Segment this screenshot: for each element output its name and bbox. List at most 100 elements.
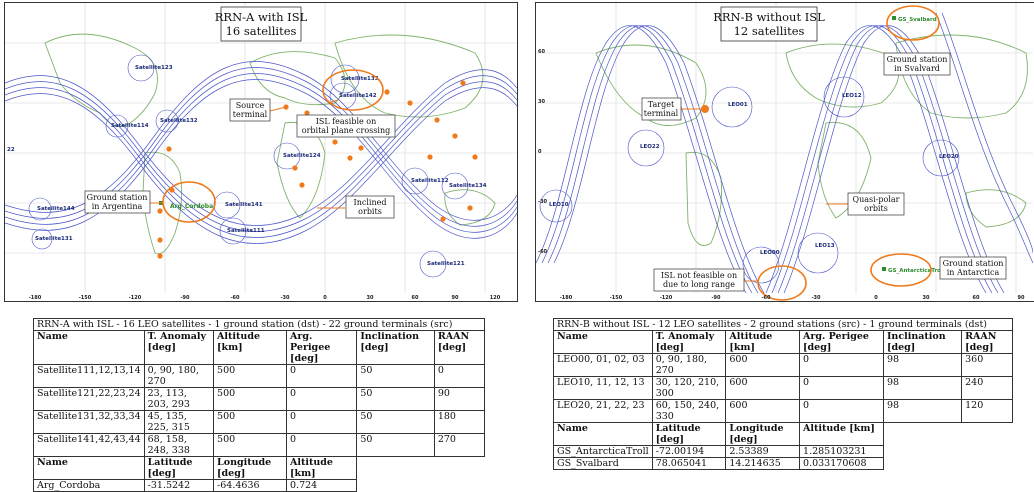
svg-text:Target: Target — [648, 100, 675, 109]
svg-text:30: 30 — [538, 99, 545, 105]
svg-text:orbital plane crossing: orbital plane crossing — [302, 126, 390, 135]
satellite-label: Satellite121 — [427, 261, 465, 267]
svg-text:-30: -30 — [280, 295, 290, 301]
svg-text:-30: -30 — [538, 199, 548, 205]
svg-text:-30: -30 — [811, 295, 821, 301]
map-panel-rrn-a: Satellite123 Satellite133 Satellite142 S… — [4, 2, 518, 302]
satellite-label: Satellite142 — [339, 93, 377, 99]
svg-text:ISL not feasible on: ISL not feasible on — [661, 271, 737, 280]
svg-text:0: 0 — [323, 295, 327, 301]
satellite-label: LEO00 — [760, 250, 780, 256]
table-row: Satellite111,12,13,14 0, 90, 180, 270 500 … — [33, 364, 486, 388]
svg-text:60: 60 — [412, 295, 419, 301]
svg-text:120: 120 — [490, 295, 501, 301]
svg-text:orbits: orbits — [864, 204, 888, 213]
svg-text:terminal: terminal — [233, 110, 268, 119]
map-canvas-a: Satellite123 Satellite133 Satellite142 S… — [5, 3, 517, 301]
satellite-label: Satellite134 — [449, 183, 487, 189]
callout-leaders-a — [150, 99, 345, 209]
satellite-label: Satellite131 — [35, 236, 73, 242]
svg-text:-90: -90 — [180, 295, 190, 301]
svg-text:0: 0 — [538, 149, 542, 155]
satellite-label: Satellite123 — [135, 65, 173, 71]
svg-text:terminal: terminal — [644, 109, 679, 118]
satellite-label: Satellite114 — [111, 123, 149, 129]
table-row: LEO00, 01, 02, 03 0, 90, 180, 270 600 0 98 3… — [553, 353, 1013, 377]
svg-text:orbits: orbits — [358, 207, 382, 216]
table-rrn-a: RRN-A with ISL - 16 LEO satellites - 1 g… — [33, 318, 486, 492]
satellite-label: Satellite133 — [341, 76, 379, 82]
svg-text:30: 30 — [923, 295, 930, 301]
coverage-circles-b — [539, 76, 960, 284]
svg-text:-150: -150 — [610, 295, 623, 301]
table-header-row: Name T. Anomaly [deg] Altitude [km] Arg.… — [33, 330, 486, 365]
satellite-label: LEO12 — [842, 93, 862, 99]
svg-text:-60: -60 — [761, 295, 771, 301]
callout-quasi-polar-orbits: Quasi-polar orbits — [847, 192, 905, 216]
svg-text:Ground station: Ground station — [887, 55, 948, 64]
map-canvas-b: LEO01 LEO12 LEO22 LEO20 LEO10 LEO00 LEO1… — [536, 3, 1033, 301]
table-row: Satellite141,42,43,44 68, 158, 248, 338 50… — [33, 433, 486, 457]
svg-text:-180: -180 — [29, 295, 42, 301]
satellite-label: LEO01 — [728, 102, 748, 108]
svg-text:-60: -60 — [538, 249, 548, 255]
callout-ground-station-argentina: Ground station in Argentina — [84, 190, 151, 214]
svg-text:-90: -90 — [711, 295, 721, 301]
svg-text:90: 90 — [452, 295, 459, 301]
svg-text:due to long range: due to long range — [663, 280, 735, 289]
highlight-ellipses-a — [162, 69, 384, 223]
svg-text:in Svalvard: in Svalvard — [894, 64, 940, 73]
svg-text:-120: -120 — [660, 295, 673, 301]
svg-text:RRN-A with ISL: RRN-A with ISL — [215, 10, 308, 24]
table-gs-header-row: Name Latitude [deg] Longitude [deg] Alti… — [553, 422, 1013, 446]
svg-text:-120: -120 — [129, 295, 142, 301]
table-gs-header-row: Name Latitude [deg] Longitude [deg] Alti… — [33, 456, 485, 480]
table-header-row: Name T. Anomaly [deg] Altitude [km] Arg.… — [553, 330, 1013, 354]
satellite-label: Satellite112 — [411, 178, 449, 184]
callout-isl-feasible: ISL feasible on orbital plane crossing — [296, 114, 396, 138]
callout-ground-station-svalbard: Ground station in Svalvard — [883, 52, 951, 76]
map-panel-rrn-b: LEO01 LEO12 LEO22 LEO20 LEO10 LEO00 LEO1… — [535, 2, 1034, 302]
panel-title-b: RRN-B without ISL 12 satellites — [713, 6, 825, 42]
callout-isl-not-feasible: ISL not feasible on due to long range — [653, 268, 745, 292]
satellite-label: LEO13 — [815, 243, 835, 249]
table-row: GS_Svalbard 78.065041 14.214635 0.03317060… — [553, 457, 1013, 470]
panel-title-a: RRN-A with ISL 16 satellites — [215, 6, 308, 42]
land-outlines-a — [44, 33, 496, 255]
svg-text:16 satellites: 16 satellites — [226, 24, 297, 38]
ground-station-label: GS_AntarcticaTroll — [888, 268, 945, 274]
x-ticks-a: -180 -150 -120 -90 -60 -30 0 30 60 90 12… — [29, 295, 501, 301]
svg-text:-180: -180 — [560, 295, 573, 301]
svg-text:in Argentina: in Argentina — [92, 202, 143, 211]
svg-text:-60: -60 — [230, 295, 240, 301]
satellite-label: Satellite132 — [160, 118, 198, 124]
satellite-label: LEO22 — [640, 144, 660, 150]
table-caption: RRN-A with ISL - 16 LEO satellites - 1 g… — [33, 318, 485, 331]
svg-text:90: 90 — [1018, 295, 1025, 301]
highlight-ellipses-b — [757, 5, 940, 301]
svg-text:0: 0 — [874, 295, 878, 301]
svg-text:Inclined: Inclined — [354, 198, 387, 207]
svg-text:12 satellites: 12 satellites — [734, 24, 805, 38]
svg-text:60: 60 — [538, 49, 545, 55]
graticule-b — [536, 3, 1033, 293]
callout-ground-station-antarctica: Ground station in Antarctica — [939, 256, 1007, 280]
satellite-label: LEO20 — [939, 154, 959, 160]
satellite-label: LEO10 — [549, 202, 569, 208]
ground-station-label: GS_Svalbard — [898, 17, 937, 23]
svg-text:-150: -150 — [79, 295, 92, 301]
ground-terminals-a — [157, 80, 478, 259]
orbits-a — [5, 61, 517, 244]
callout-target-terminal: Target terminal — [641, 97, 682, 121]
edge-label: 22 — [7, 147, 15, 153]
svg-text:ISL feasible on: ISL feasible on — [316, 117, 377, 126]
svg-text:60: 60 — [973, 295, 980, 301]
callout-leaders-b — [681, 108, 848, 282]
satellite-label: Satellite124 — [283, 153, 321, 159]
ground-station-antarctica-troll: GS_AntarcticaTroll — [882, 267, 945, 274]
svg-text:Ground station: Ground station — [943, 259, 1004, 268]
satellite-label: Satellite144 — [37, 206, 75, 212]
ground-station-arg-cordoba: Arg_Cordoba — [159, 201, 213, 210]
orbits-b — [536, 12, 1033, 294]
